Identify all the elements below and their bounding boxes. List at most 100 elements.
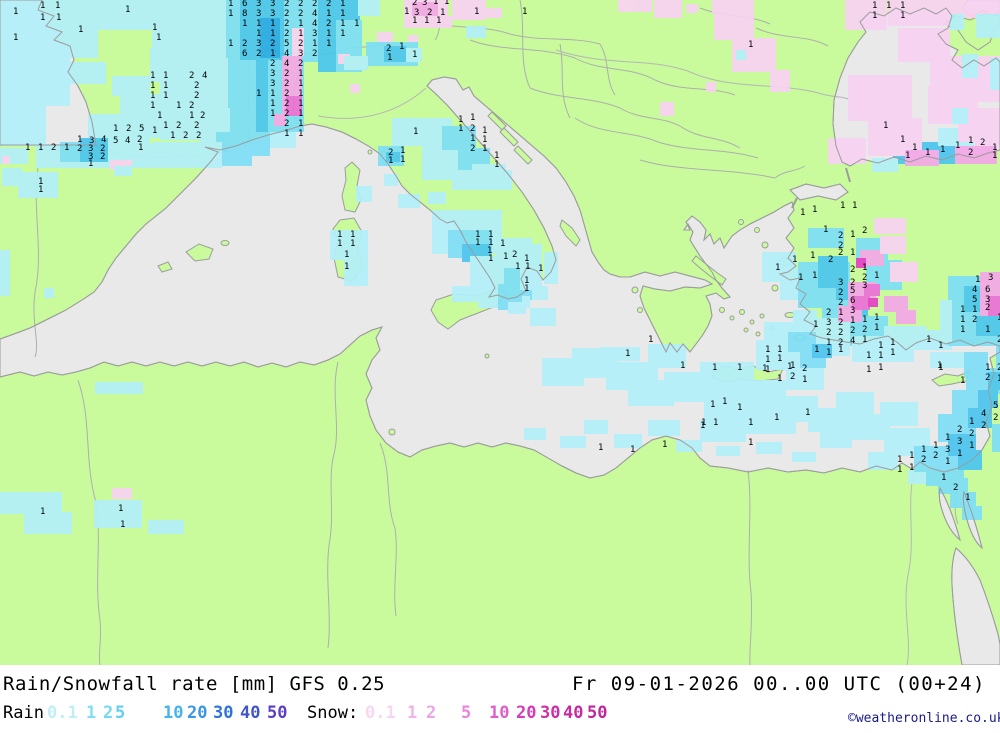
precip-value-label: 1 [340,29,345,39]
precip-value-label: 1 [960,376,965,386]
precip-value-label: 1 [969,417,974,427]
precip-value-label: 1 [912,143,917,153]
precip-value-label: 1 [388,156,393,166]
precip-value-label: 1 [228,9,233,19]
precip-cell [524,428,546,440]
precip-value-label: 1 [470,113,475,123]
precip-value-label: 1 [55,1,60,11]
precip-cell [864,284,880,296]
precip-value-label: 2 [826,328,831,338]
precip-cell [98,0,154,30]
precip-value-label: 1 [862,335,867,345]
precip-value-label: 2 [270,59,275,69]
precip-value-label: 1 [157,111,162,121]
precip-cell [990,58,1000,90]
precip-cell [2,156,10,164]
precip-cell [950,14,964,30]
precip-cell [808,228,844,248]
precip-value-label: 1 [298,99,303,109]
precip-cell [938,478,968,494]
precip-value-label: 1 [886,1,891,11]
precip-value-label: 1 [765,345,770,355]
precip-value-label: 1 [412,50,417,60]
precip-value-label: 1 [176,101,181,111]
precip-cell [988,372,1000,390]
precip-value-label: 1 [298,79,303,89]
precip-cell [868,298,878,307]
precip-cell [2,168,22,186]
precip-cell [648,420,680,436]
precip-value-label: 2 [850,265,855,275]
precip-value-label: 1 [840,201,845,211]
snow-legend-value: 40 [563,703,584,723]
precip-cell [852,296,870,310]
precip-value-label: 1 [925,148,930,158]
precip-value-label: 1 [326,39,331,49]
precip-value-label: 1 [713,418,718,428]
precip-value-label: 1 [874,271,879,281]
precip-cell [820,430,852,448]
precip-value-label: 1 [866,365,871,375]
precip-value-label: 2 [51,143,56,153]
precip-value-label: 1 [701,418,706,428]
copyright-link[interactable]: ©weatheronline.co.uk [848,711,1000,726]
precip-value-label: 1 [270,19,275,29]
precip-cell [756,442,782,454]
precip-value-label: 2 [126,124,131,134]
precip-value-label: 1 [350,239,355,249]
precip-value-label: 2 [298,39,303,49]
precip-value-label: 1 [985,325,990,335]
precip-value-label: 1 [933,441,938,451]
precip-value-label: 1 [798,273,803,283]
precip-value-label: 2 [284,9,289,19]
precip-value-label: 1 [256,89,261,99]
precip-value-label: 1 [866,351,871,361]
rain-legend-value: 20 [187,703,208,723]
precip-value-label: 2 [386,44,391,54]
precip-cell [112,488,132,499]
rain-legend-value: 50 [267,703,288,723]
precip-cell [470,256,510,288]
precip-value-label: 1 [945,433,950,443]
precip-value-label: 1 [762,364,767,374]
precip-value-label: 1 [470,134,475,144]
precip-cell [988,296,1000,318]
precip-value-label: 2 [189,71,194,81]
precip-cell [0,106,46,146]
rain-legend-value: 1 [86,703,97,723]
precip-value-label: 4 [850,336,855,346]
precip-value-label: 1 [878,351,883,361]
precip-value-label: 1 [298,119,303,129]
precip-cell [356,186,372,202]
precip-value-label: 1 [118,504,123,514]
precip-value-label: 2 [412,0,417,8]
precip-value-label: 1 [648,335,653,345]
precip-value-label: 1 [482,126,487,136]
precip-value-label: 1 [354,19,359,29]
precip-value-label: 2 [427,8,432,18]
precip-value-label: 1 [242,19,247,29]
precip-value-label: 2 [77,144,82,154]
precip-cell [888,0,952,26]
precip-cell [880,402,918,426]
precip-value-label: 1 [630,445,635,455]
precip-cell [384,46,406,62]
precip-value-label: 1 [538,264,543,274]
precip-value-label: 1 [900,1,905,11]
precip-value-label: 3 [988,273,993,283]
rain-legend-value: 30 [213,703,234,723]
precip-value-label: 1 [850,230,855,240]
precip-value-label: 1 [878,341,883,351]
precip-value-label: 1 [256,19,261,29]
precip-value-label: 1 [88,159,93,169]
precip-value-label: 2 [284,79,289,89]
snow-legend-label: Snow: [307,703,359,723]
precip-cell [110,160,132,170]
precip-cell [0,492,62,514]
precip-value-label: 4 [284,59,289,69]
precip-value-label: 5 [993,401,998,411]
snow-legend-value: 1 [407,703,418,723]
precip-cell [978,390,998,408]
precip-cell [70,62,106,84]
precip-value-label: 2 [933,451,938,461]
